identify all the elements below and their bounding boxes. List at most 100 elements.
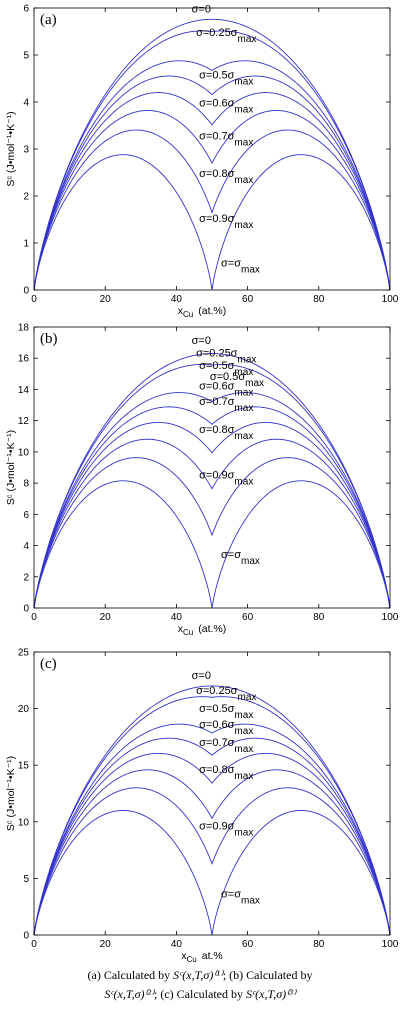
- series-line-8: [34, 480, 390, 608]
- x-axis-label: xCu (at.%): [178, 305, 227, 319]
- x-tick-label: 20: [100, 939, 112, 950]
- x-tick-label: 60: [242, 939, 254, 950]
- curve-label-main: σ=0.7σ: [199, 396, 235, 408]
- series-line-7: [34, 787, 390, 935]
- curve-label-sub: max: [234, 77, 253, 88]
- curve-label-main: σ=0.6σ: [199, 719, 235, 731]
- curve-label-8: σ=σmax: [221, 889, 260, 907]
- x-axis-label-main: x: [178, 305, 184, 317]
- curve-label-8: σ=0.9σmax: [199, 469, 253, 487]
- plot-frame: [33, 7, 391, 291]
- curve-label-7: σ=0.8σmax: [199, 424, 253, 442]
- caption-b-prefix: ; (b) Calculated by: [222, 968, 313, 982]
- x-axis-label-main: x: [181, 950, 187, 962]
- x-axis-label-unit: at.%: [202, 950, 223, 962]
- x-tick-label: 80: [313, 939, 325, 950]
- curve-label-sub: max: [234, 175, 253, 186]
- curve-label-sub: max: [234, 744, 253, 755]
- curve-label-sub: max: [234, 476, 253, 487]
- x-axis-label-unit: (at.%): [198, 623, 226, 635]
- y-tick-label: 6: [23, 4, 29, 15]
- y-tick-label: 0: [23, 604, 29, 615]
- curve-label-main: σ=0.7σ: [199, 737, 235, 749]
- chart-panel-1: 0 20 40 60 80 100 0 1 2 3 4 5 6 xCu (at.%) Sᶜ (J•mol⁻¹•…: [5, 4, 399, 320]
- curve-label-main: σ=0.6σ: [199, 380, 235, 392]
- curve-label-6: σ=0.8σmax: [199, 764, 253, 782]
- series-line-2: [34, 30, 390, 290]
- x-tick-label: 0: [31, 612, 37, 623]
- series-line-3: [34, 723, 390, 935]
- curve-label-main: σ=0: [192, 670, 211, 682]
- curve-label-main: σ=0.8σ: [199, 168, 235, 180]
- x-tick-label: 100: [382, 939, 399, 950]
- curve-label-main: σ=0.9σ: [199, 469, 235, 481]
- curve-label-3: σ=0.5σmax: [199, 703, 253, 721]
- y-axis-label: Sᶜ (J•mol⁻¹•K⁻¹): [5, 111, 17, 186]
- curve-label-4: σ=0.6σmax: [199, 719, 253, 737]
- curve-label-1: σ=0: [192, 4, 211, 16]
- x-tick-label: 60: [242, 294, 254, 305]
- x-tick-label: 40: [171, 939, 183, 950]
- curve-label-main: σ=0.5σ: [199, 703, 235, 715]
- curve-label-main: σ=0.9σ: [199, 213, 235, 225]
- curve-label-main: σ=0.5σ: [199, 360, 235, 372]
- y-tick-label: 2: [23, 192, 29, 203]
- y-tick-label: 3: [23, 145, 29, 156]
- curve-label-7: σ=0.9σmax: [199, 821, 253, 839]
- y-tick-label: 4: [23, 541, 29, 552]
- plot-frame: [33, 326, 391, 609]
- curve-label-5: σ=0.6σmax: [199, 380, 253, 398]
- curve-label-2: σ=0.25σmax: [196, 27, 256, 45]
- curve-label-main: σ=0.9σ: [199, 821, 235, 833]
- curve-label-main: σ=0.25σ: [196, 685, 238, 697]
- curve-label-main: σ=0.5σ: [210, 371, 246, 383]
- curve-label-6: σ=0.7σmax: [199, 396, 253, 414]
- panel-label: (a): [40, 12, 57, 28]
- curve-label-sub: max: [234, 726, 253, 737]
- series-line-1: [34, 685, 390, 935]
- chart-panel-3: 0 20 40 60 80 100 0 5 10 15 20 25 xCu at.% Sᶜ (J•mol⁻¹…: [5, 648, 399, 965]
- caption-b-formula: Sᶜ(x,T,σ)⁽²⁾: [104, 987, 155, 1001]
- series-line-6: [34, 110, 390, 290]
- series-line-3: [34, 60, 390, 290]
- series-line-5: [34, 421, 390, 608]
- series-line-5: [34, 752, 390, 935]
- curve-label-main: σ=0.8σ: [199, 764, 235, 776]
- y-tick-label: 25: [18, 648, 30, 659]
- curve-label-main: σ=0: [192, 4, 211, 16]
- x-tick-label: 80: [313, 294, 325, 305]
- series-line-4: [34, 406, 390, 608]
- curve-label-1: σ=0: [192, 670, 211, 682]
- curve-label-sub: max: [237, 692, 256, 703]
- figure-caption: (a) Calculated by Sᶜ(x,T,σ)⁽¹⁾; (b) Calc…: [0, 966, 400, 1004]
- x-tick-label: 40: [171, 294, 183, 305]
- y-tick-label: 0: [23, 931, 29, 942]
- series-line-7: [34, 129, 390, 290]
- x-tick-label: 0: [31, 294, 37, 305]
- series-line-2: [34, 696, 390, 935]
- series-line-4: [34, 737, 390, 935]
- curve-label-9: σ=σmax: [221, 549, 260, 567]
- y-tick-label: 12: [18, 416, 30, 427]
- curve-label-main: σ=0.5σ: [199, 70, 235, 82]
- x-tick-label: 40: [171, 612, 183, 623]
- x-axis-label: xCu at.%: [181, 950, 223, 964]
- y-tick-label: 5: [23, 51, 29, 62]
- panel-label: (c): [40, 656, 57, 672]
- curve-label-sub: max: [245, 378, 264, 389]
- curve-label-sub: max: [234, 403, 253, 414]
- caption-a-prefix: (a) Calculated by: [87, 968, 171, 982]
- curve-label-5: σ=0.7σmax: [199, 737, 253, 755]
- curve-label-sub: max: [234, 828, 253, 839]
- curve-label-sub: max: [241, 556, 260, 567]
- curve-label-main: σ=0: [192, 335, 211, 347]
- curve-label-4: σ=0.5σmax: [210, 371, 264, 389]
- series-line-6: [34, 438, 390, 608]
- y-tick-label: 15: [18, 761, 30, 772]
- curve-label-sub: max: [234, 220, 253, 231]
- caption-c-formula: Sᶜ(x,T,σ)⁽³⁾: [245, 987, 296, 1001]
- x-axis-label-sub: Cu: [187, 955, 197, 964]
- y-tick-label: 6: [23, 510, 29, 521]
- x-tick-label: 80: [313, 612, 325, 623]
